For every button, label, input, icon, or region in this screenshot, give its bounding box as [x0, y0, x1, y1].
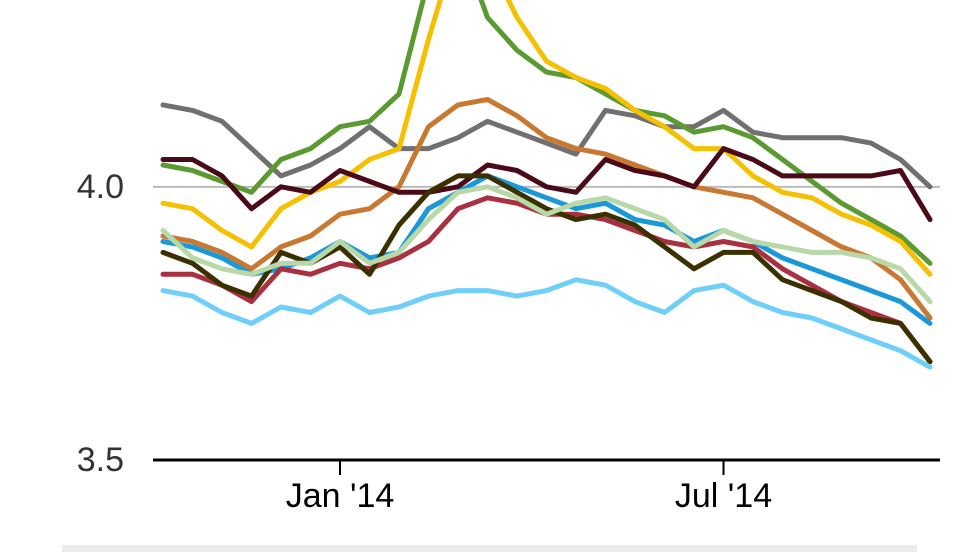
series-line [160, 184, 933, 305]
x-tick-label: Jan '14 [286, 477, 395, 515]
series-line [160, 0, 933, 266]
series-line [160, 195, 933, 365]
series-line [160, 277, 933, 370]
y-tick-label: 4.0 [77, 168, 124, 206]
series-line [160, 173, 933, 365]
y-tick-label: 3.5 [77, 441, 124, 479]
series-line [160, 146, 933, 223]
plot-lines [160, 0, 933, 370]
series-line [160, 0, 933, 277]
x-tick-label: Jul '14 [675, 477, 772, 515]
series-line [160, 102, 933, 190]
series-line [160, 96, 933, 321]
footer-bar [62, 545, 917, 552]
